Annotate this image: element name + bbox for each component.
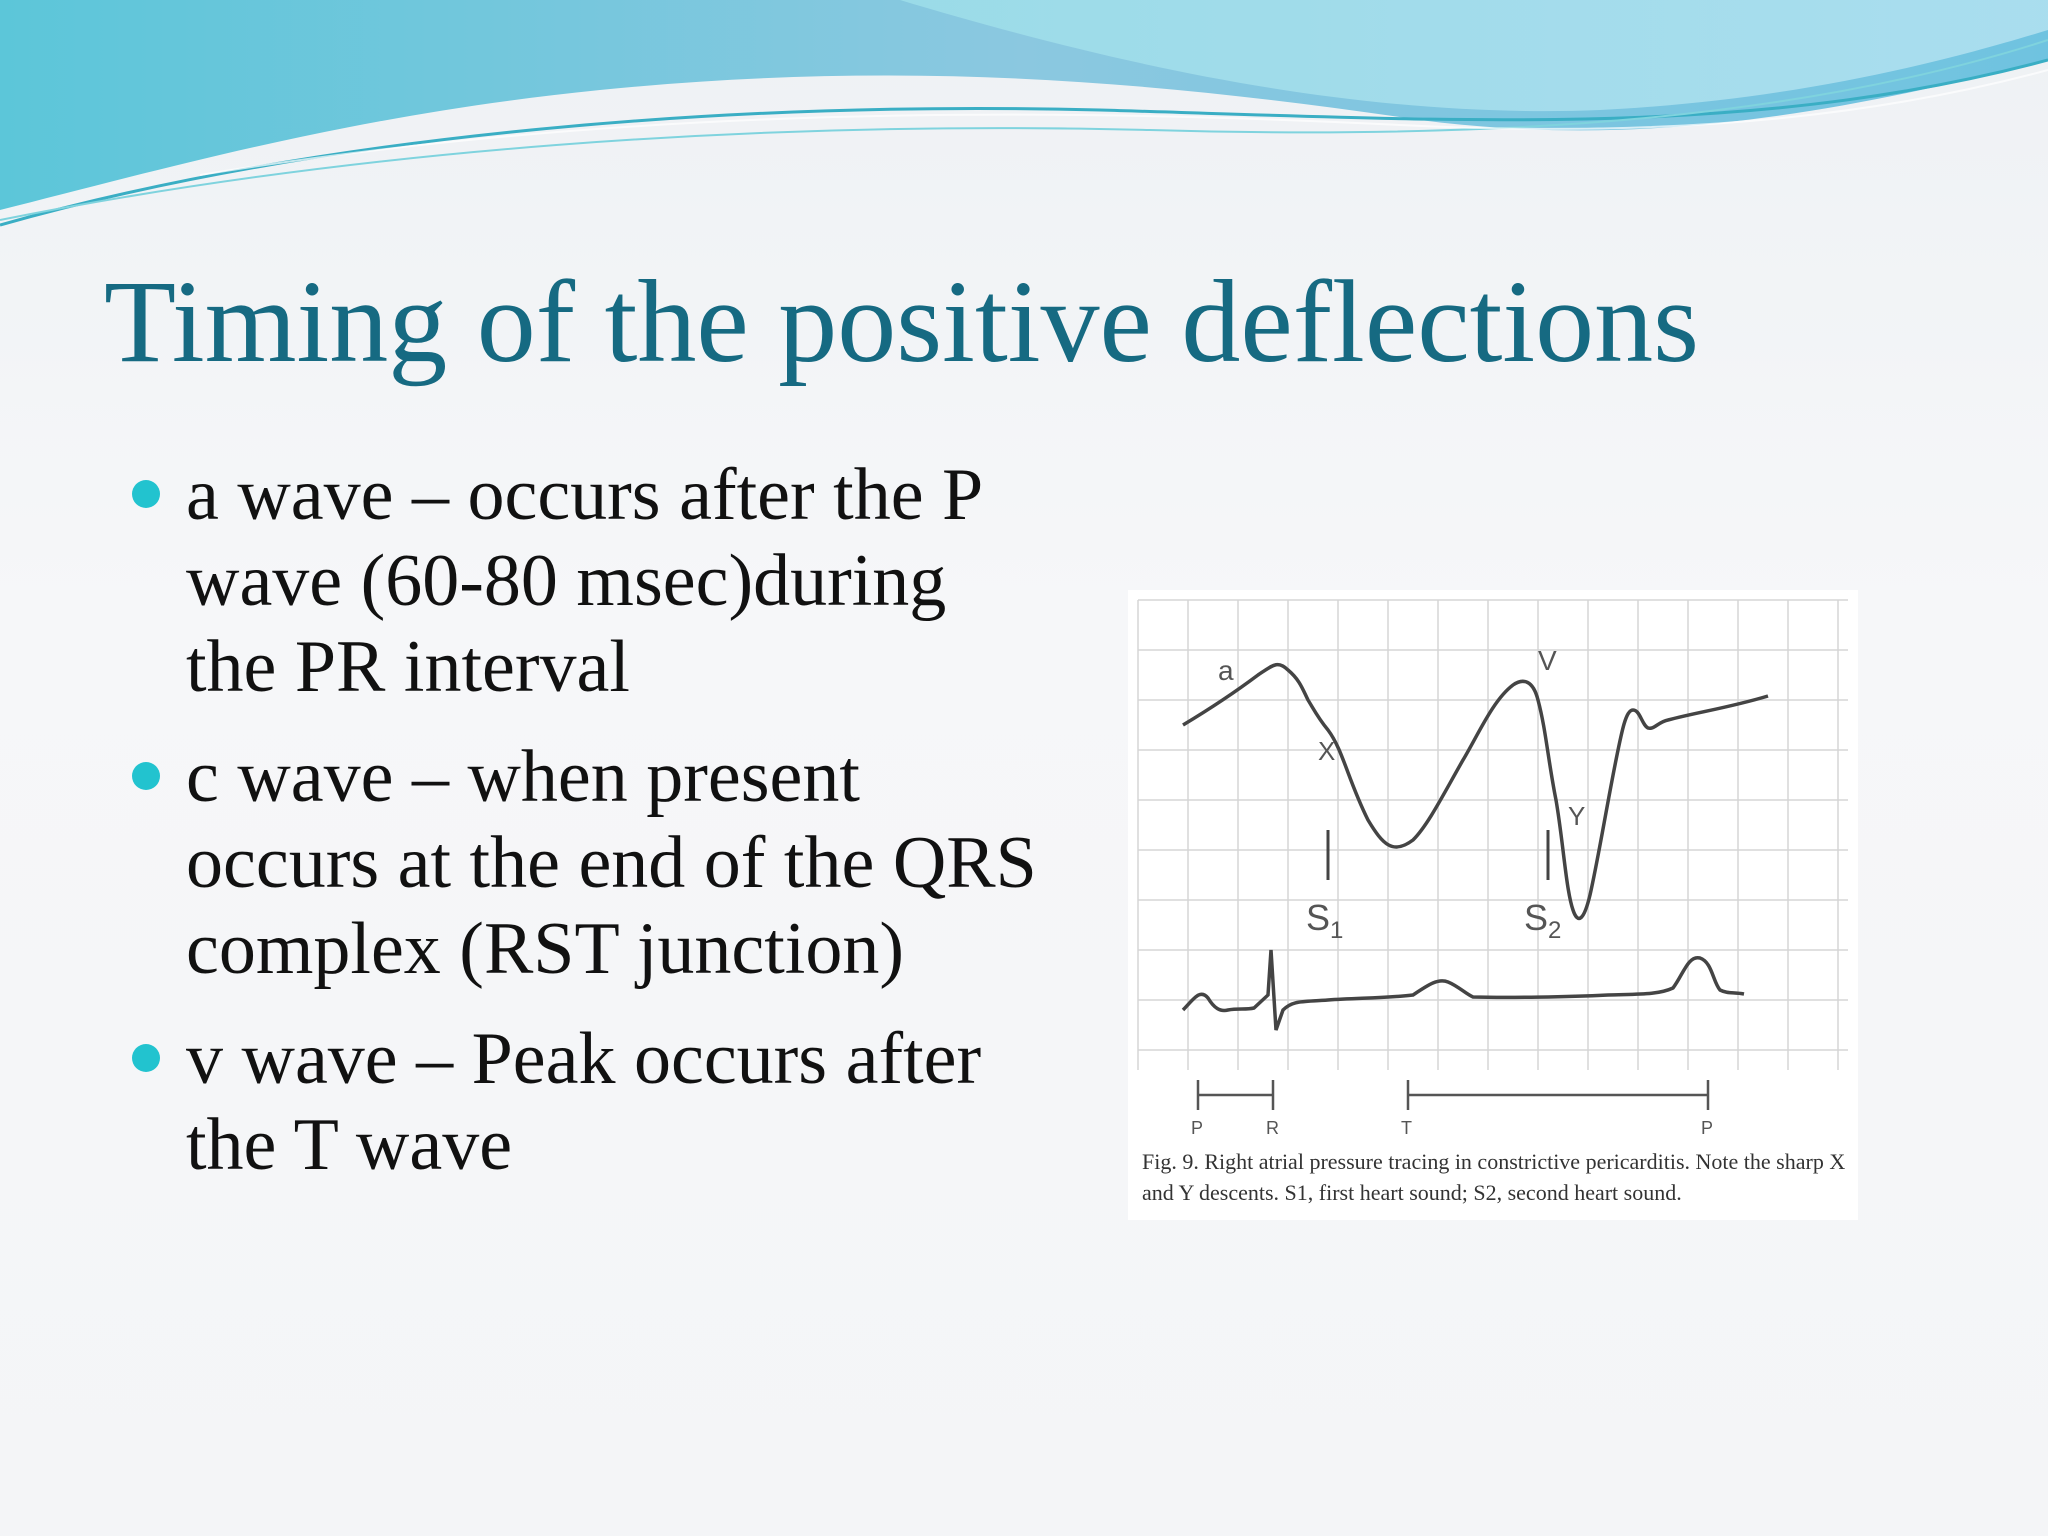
timeline-label-p: P bbox=[1191, 1118, 1203, 1138]
bullet-dot-icon bbox=[132, 762, 160, 790]
label-y-descent: Y bbox=[1568, 801, 1585, 831]
figure-caption: Fig. 9. Right atrial pressure tracing in… bbox=[1142, 1149, 1846, 1205]
ecg-trace bbox=[1181, 949, 1745, 1031]
label-s1: S1 bbox=[1306, 897, 1343, 944]
timeline-label-p-end: P bbox=[1701, 1118, 1713, 1138]
slide-title: Timing of the positive deflections bbox=[104, 256, 1700, 387]
timeline-tp bbox=[1406, 1080, 1710, 1110]
bullet-text: a wave – occurs after the P wave (60-80 … bbox=[186, 454, 981, 708]
bullet-c-wave: c wave – when present occurs at the end … bbox=[128, 734, 1048, 992]
pressure-tracing-figure: a X V Y S1 S2 P R T P Fig. 9. Right atri… bbox=[1128, 590, 1858, 1220]
pressure-tracing-diagram: a X V Y S1 S2 P R T P bbox=[1137, 599, 1848, 1138]
timeline-label-t: T bbox=[1401, 1118, 1412, 1138]
bullet-list: a wave – occurs after the P wave (60-80 … bbox=[128, 452, 1048, 1212]
label-s2: S2 bbox=[1524, 897, 1561, 944]
bullet-v-wave: v wave – Peak occurs after the T wave bbox=[128, 1016, 1048, 1188]
label-x-descent: X bbox=[1318, 736, 1335, 766]
timeline-label-r: R bbox=[1266, 1118, 1279, 1138]
atrial-pressure-trace bbox=[1182, 662, 1769, 921]
timeline-pr bbox=[1196, 1080, 1275, 1110]
bullet-dot-icon bbox=[132, 1044, 160, 1072]
bullet-text: c wave – when present occurs at the end … bbox=[186, 736, 1037, 990]
bullet-dot-icon bbox=[132, 480, 160, 508]
bullet-a-wave: a wave – occurs after the P wave (60-80 … bbox=[128, 452, 1048, 710]
label-v-wave: V bbox=[1538, 645, 1557, 676]
grid-lines bbox=[1137, 599, 1848, 1070]
bullet-text: v wave – Peak occurs after the T wave bbox=[186, 1018, 982, 1186]
label-a-wave: a bbox=[1218, 655, 1234, 686]
header-wave-decoration bbox=[0, 0, 2048, 227]
